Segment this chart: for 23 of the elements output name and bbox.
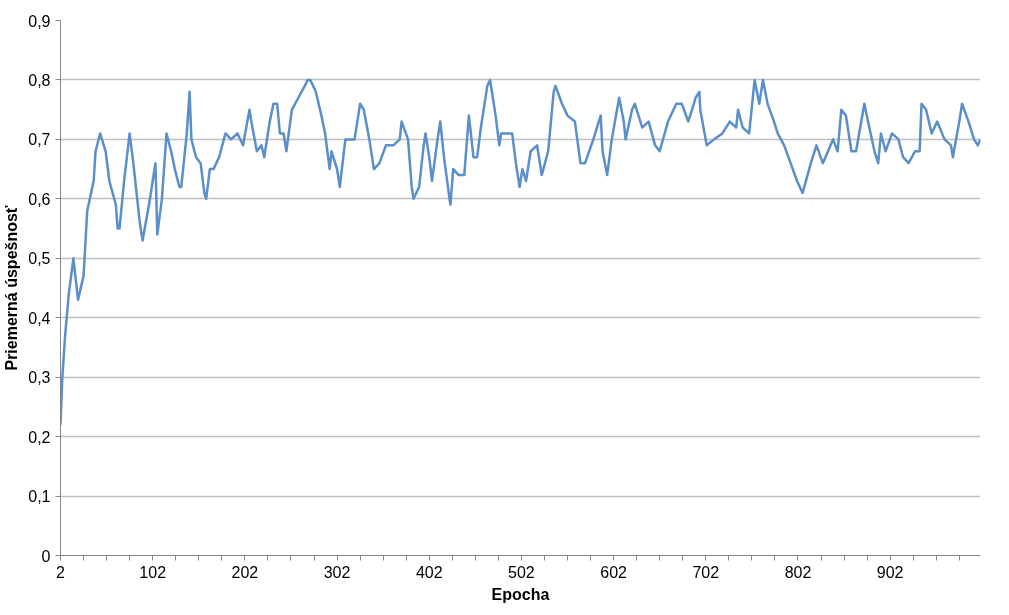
- y-tick-label: 0,8: [28, 71, 51, 89]
- x-tick-label: 902: [876, 563, 904, 581]
- y-tick-label: 0,9: [28, 12, 51, 30]
- x-tick-label: 102: [139, 563, 167, 581]
- y-tick-label: 0,3: [28, 369, 51, 387]
- x-tick-label: 802: [784, 563, 812, 581]
- y-tick-label: 0,7: [28, 131, 51, 149]
- x-tick-label: 702: [692, 563, 720, 581]
- y-axis-title: Priemerná úspešnosť: [3, 205, 21, 371]
- y-tick-label: 0,2: [28, 428, 51, 446]
- y-tick-label: 0,5: [28, 250, 51, 268]
- x-tick-label: 402: [415, 563, 443, 581]
- x-tick-label: 502: [508, 563, 535, 581]
- x-tick-label: 202: [231, 563, 259, 581]
- x-tick-label: 2: [56, 563, 66, 581]
- y-tick-label: 0: [41, 547, 51, 565]
- y-tick-label: 0,4: [28, 309, 51, 327]
- x-tick-label: 302: [323, 563, 351, 581]
- line-series: [60, 78, 981, 426]
- x-axis-title: Epocha: [491, 585, 550, 603]
- y-tick-label: 0,1: [28, 488, 51, 506]
- y-tick-label: 0,6: [28, 190, 51, 208]
- x-tick-label: 602: [600, 563, 628, 581]
